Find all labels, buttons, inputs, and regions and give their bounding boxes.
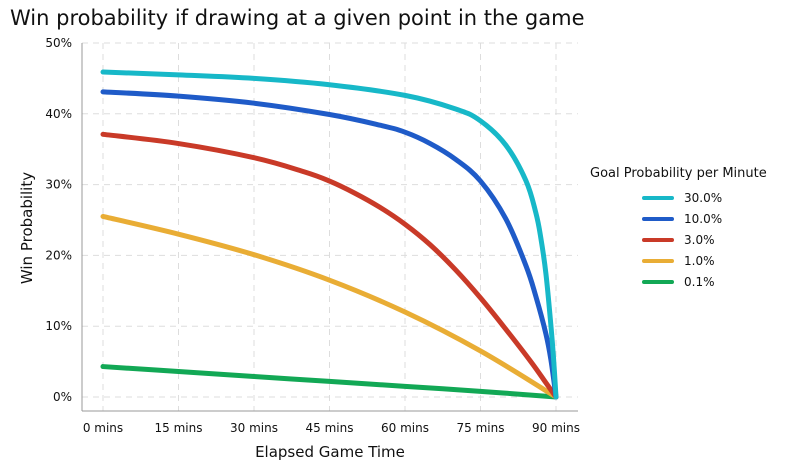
legend-label: 0.1% [684, 274, 715, 289]
legend-title: Goal Probability per Minute [590, 166, 767, 181]
x-axis-label: Elapsed Game Time [255, 443, 405, 461]
legend-swatch [642, 216, 674, 221]
legend-label: 30.0% [684, 190, 723, 205]
legend: Goal Probability per Minute 30.0% 10.0% 3.… [590, 166, 767, 292]
series-line-1-0- [100, 213, 559, 400]
legend-item: 10.0% [590, 208, 767, 229]
legend-swatch [642, 279, 674, 284]
x-tick-label: 90 mins [532, 421, 580, 435]
series-line-30-0- [100, 69, 559, 400]
axes [81, 43, 578, 412]
y-tick-label: 20% [45, 248, 72, 262]
series-line-0-1- [100, 364, 559, 400]
series-lines [100, 69, 559, 400]
x-tick-label: 45 mins [306, 421, 354, 435]
x-tick-label: 75 mins [457, 421, 505, 435]
tick-labels: 0 mins 15 mins 30 mins 45 mins 60 mins 75 min… [45, 36, 580, 435]
x-tick-label: 0 mins [83, 421, 123, 435]
y-tick-label: 40% [45, 107, 72, 121]
y-tick-label: 50% [45, 36, 72, 50]
series-line-3-0- [100, 131, 559, 400]
legend-swatch [642, 258, 674, 263]
y-tick-label: 30% [45, 178, 72, 192]
y-tick-label: 10% [45, 319, 72, 333]
y-tick-label: 0% [53, 390, 72, 404]
chart-title: Win probability if drawing at a given po… [10, 6, 585, 30]
legend-label: 10.0% [684, 211, 723, 226]
legend-item: 3.0% [590, 229, 767, 250]
series-line-10-0- [100, 89, 559, 400]
y-axis-label: Win Probability [18, 172, 36, 284]
legend-swatch [642, 237, 674, 242]
legend-item: 30.0% [590, 187, 767, 208]
legend-items: 30.0% 10.0% 3.0% 1.0% 0.1% [590, 187, 767, 292]
legend-label: 1.0% [684, 253, 715, 268]
legend-item: 0.1% [590, 271, 767, 292]
x-tick-label: 15 mins [155, 421, 203, 435]
x-tick-label: 30 mins [230, 421, 278, 435]
x-tick-label: 60 mins [381, 421, 429, 435]
legend-swatch [642, 195, 674, 200]
legend-label: 3.0% [684, 232, 715, 247]
legend-item: 1.0% [590, 250, 767, 271]
